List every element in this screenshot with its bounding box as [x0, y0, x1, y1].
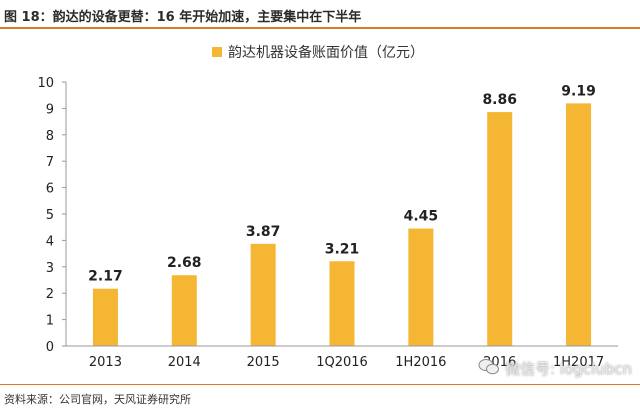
- bar: [566, 103, 592, 346]
- bar-value-label: 3.21: [325, 241, 360, 257]
- bar: [171, 275, 197, 346]
- figure-header: 图 18：韵达的设备更替：16 年开始加速，主要集中在下半年: [0, 0, 640, 30]
- bar-value-label: 2.68: [167, 255, 202, 271]
- footer-divider: [0, 384, 640, 385]
- y-tick-label: 6: [46, 182, 54, 197]
- x-axis: 2013 2014 2015 1Q2016 1H2016 2016 1H2017: [66, 345, 618, 370]
- legend-label: 韵达机器设备账面价值（亿元）: [228, 44, 424, 61]
- x-tick-label: 2015: [247, 355, 280, 370]
- header-divider: [0, 27, 640, 29]
- bar: [329, 261, 355, 346]
- y-tick-label: 3: [46, 261, 54, 276]
- bars: 2.17 2.68 3.87 3.21 4.45 8.86 9.19: [88, 83, 596, 346]
- x-tick-label: 1H2017: [553, 355, 604, 370]
- y-tick-label: 1: [46, 314, 54, 329]
- bar-value-label: 3.87: [246, 224, 281, 240]
- bar-value-label: 2.17: [88, 269, 123, 285]
- y-tick-label: 9: [46, 102, 54, 117]
- x-tick-label: 1H2016: [395, 355, 446, 370]
- y-tick-label: 0: [46, 340, 54, 355]
- x-tick-label: 2014: [168, 355, 201, 370]
- y-tick-label: 10: [37, 76, 54, 91]
- y-tick-label: 5: [46, 208, 54, 223]
- bar: [250, 243, 276, 346]
- y-tick-label: 2: [46, 287, 54, 302]
- watermark-text: 微信号: logclubcn: [505, 360, 632, 378]
- y-tick-label: 7: [46, 155, 54, 170]
- bar-value-label: 9.19: [561, 83, 596, 99]
- x-tick-label: 2013: [89, 355, 122, 370]
- bar-chart: 韵达机器设备账面价值（亿元） 0 1 2 3 4 5 6 7 8 9 10 2.17 2.68 3.87…: [37, 44, 618, 370]
- watermark: 微信号: logclubcn: [478, 358, 632, 379]
- x-tick-label: 1Q2016: [316, 355, 368, 370]
- figure-footer: 资料来源：公司官网，天风证券研究所: [0, 384, 640, 409]
- y-axis: 0 1 2 3 4 5 6 7 8 9 10: [37, 76, 67, 355]
- bar-value-label: 4.45: [404, 209, 439, 225]
- y-tick-label: 4: [46, 234, 54, 249]
- y-tick-label: 8: [46, 129, 54, 144]
- bar: [408, 228, 434, 346]
- chart-legend: 韵达机器设备账面价值（亿元）: [212, 44, 424, 61]
- bar: [487, 112, 513, 346]
- figure-title: 图 18：韵达的设备更替：16 年开始加速，主要集中在下半年: [4, 10, 362, 25]
- bar-value-label: 8.86: [482, 92, 517, 108]
- wechat-icon: [478, 359, 500, 375]
- bar: [92, 288, 118, 346]
- source-note: 资料来源：公司官网，天风证券研究所: [4, 393, 191, 406]
- legend-swatch: [212, 47, 222, 57]
